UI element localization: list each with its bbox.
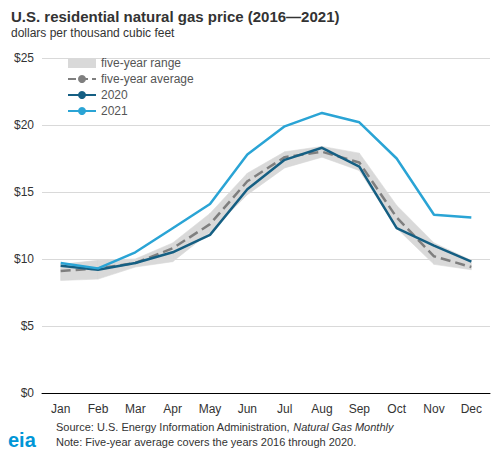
svg-text:Note: Five-year average covers: Note: Five-year average covers the years… bbox=[56, 436, 356, 448]
svg-text:Natural Gas Monthly: Natural Gas Monthly bbox=[293, 421, 395, 433]
svg-text:May: May bbox=[199, 402, 222, 416]
svg-text:$25: $25 bbox=[14, 51, 34, 65]
svg-text:Apr: Apr bbox=[163, 402, 182, 416]
svg-text:eia: eia bbox=[8, 429, 37, 451]
svg-text:U.S. residential natural gas p: U.S. residential natural gas price (2016… bbox=[11, 8, 339, 25]
svg-text:Sep: Sep bbox=[349, 402, 371, 416]
svg-text:Mar: Mar bbox=[125, 402, 146, 416]
svg-text:2021: 2021 bbox=[101, 104, 128, 118]
svg-text:five-year range: five-year range bbox=[101, 56, 181, 70]
svg-text:Source: U.S. Energy Informatio: Source: U.S. Energy Information Administ… bbox=[56, 421, 293, 433]
svg-text:$0: $0 bbox=[21, 386, 35, 400]
svg-text:Aug: Aug bbox=[311, 402, 332, 416]
svg-text:Oct: Oct bbox=[387, 402, 406, 416]
svg-text:$10: $10 bbox=[14, 252, 34, 266]
svg-text:Jun: Jun bbox=[238, 402, 257, 416]
svg-text:Nov: Nov bbox=[423, 402, 444, 416]
svg-text:Jul: Jul bbox=[277, 402, 292, 416]
svg-text:Jan: Jan bbox=[51, 402, 70, 416]
svg-text:dollars per thousand cubic fee: dollars per thousand cubic feet bbox=[11, 26, 175, 40]
svg-text:2020: 2020 bbox=[101, 88, 128, 102]
svg-text:$20: $20 bbox=[14, 118, 34, 132]
svg-text:Feb: Feb bbox=[88, 402, 109, 416]
svg-text:$5: $5 bbox=[21, 319, 35, 333]
svg-text:$15: $15 bbox=[14, 185, 34, 199]
svg-text:five-year average: five-year average bbox=[101, 72, 194, 86]
svg-text:Dec: Dec bbox=[461, 402, 482, 416]
